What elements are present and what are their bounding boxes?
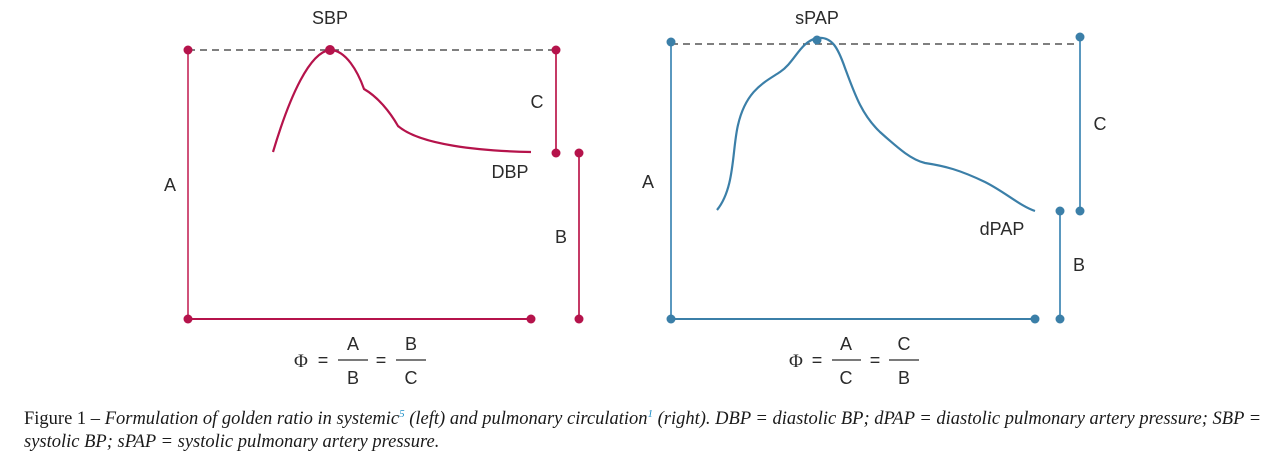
phi-symbol: Φ — [294, 351, 308, 372]
fraction-2-numerator: C — [898, 334, 911, 354]
systemic-b-top-dot — [574, 148, 584, 158]
caption-text-3: (right). DBP = diastolic BP; dPAP = dias… — [24, 409, 1262, 452]
systemic-segment-c-label: C — [531, 92, 544, 112]
systemic-panel: SBP DBP A C B Φ = A B = B C — [164, 8, 584, 388]
fraction-2-numerator: B — [405, 334, 417, 354]
pulmonary-bottom-right-dot — [1030, 314, 1040, 324]
systemic-top-left-dot — [183, 45, 193, 55]
pulmonary-segment-c-label: C — [1094, 114, 1107, 134]
dbp-label: DBP — [491, 162, 528, 182]
phi-symbol: Φ — [789, 351, 803, 372]
pulmonary-panel: sPAP dPAP A C B Φ = A C = C B — [642, 8, 1107, 388]
systemic-segment-a-label: A — [164, 175, 176, 195]
caption-label: Figure 1 – — [24, 409, 105, 429]
spap-label: sPAP — [795, 8, 839, 28]
pulmonary-b-top-dot — [1055, 206, 1065, 216]
pulmonary-b-bottom-dot — [1055, 314, 1065, 324]
figure-caption: Figure 1 – Formulation of golden ratio i… — [24, 408, 1264, 454]
equals-sign: = — [812, 350, 823, 370]
pulmonary-top-left-dot — [666, 37, 676, 47]
pulmonary-segment-b-label: B — [1073, 255, 1085, 275]
pulmonary-pressure-waveform — [716, 36, 1036, 213]
equals-sign: = — [376, 350, 387, 370]
equals-sign: = — [870, 350, 881, 370]
systemic-bottom-left-dot — [183, 314, 193, 324]
sbp-peak-dot — [325, 45, 335, 55]
pulmonary-c-top-dot — [1075, 32, 1085, 42]
systemic-bottom-right-dot — [526, 314, 536, 324]
fraction-2-denominator: C — [405, 368, 418, 388]
pulmonary-bottom-left-dot — [666, 314, 676, 324]
systemic-golden-ratio-formula: Φ = A B = B C — [294, 334, 426, 388]
systemic-b-bottom-dot — [574, 314, 584, 324]
fraction-1-denominator: B — [347, 368, 359, 388]
fraction-2-denominator: B — [898, 368, 910, 388]
spap-peak-dot — [812, 35, 822, 45]
pulmonary-golden-ratio-formula: Φ = A C = C B — [789, 334, 919, 388]
fraction-1-numerator: A — [840, 334, 852, 354]
systemic-pressure-waveform — [271, 48, 532, 154]
caption-text-2: (left) and pulmonary circulation — [404, 409, 648, 429]
caption-text-1: Formulation of golden ratio in systemic — [104, 409, 400, 429]
reference-link-1[interactable]: 1 — [647, 408, 653, 420]
pulmonary-segment-a-label: A — [642, 172, 654, 192]
systemic-segment-b-label: B — [555, 227, 567, 247]
golden-ratio-figure: SBP DBP A C B Φ = A B = B C s — [164, 8, 1107, 388]
systemic-c-top-dot — [551, 45, 561, 55]
fraction-1-numerator: A — [347, 334, 359, 354]
reference-link-5[interactable]: 5 — [399, 408, 405, 420]
equals-sign: = — [318, 350, 329, 370]
fraction-1-denominator: C — [840, 368, 853, 388]
systemic-c-bottom-dot — [551, 148, 561, 158]
dpap-label: dPAP — [980, 219, 1025, 239]
pulmonary-c-bottom-dot — [1075, 206, 1085, 216]
sbp-label: SBP — [312, 8, 348, 28]
